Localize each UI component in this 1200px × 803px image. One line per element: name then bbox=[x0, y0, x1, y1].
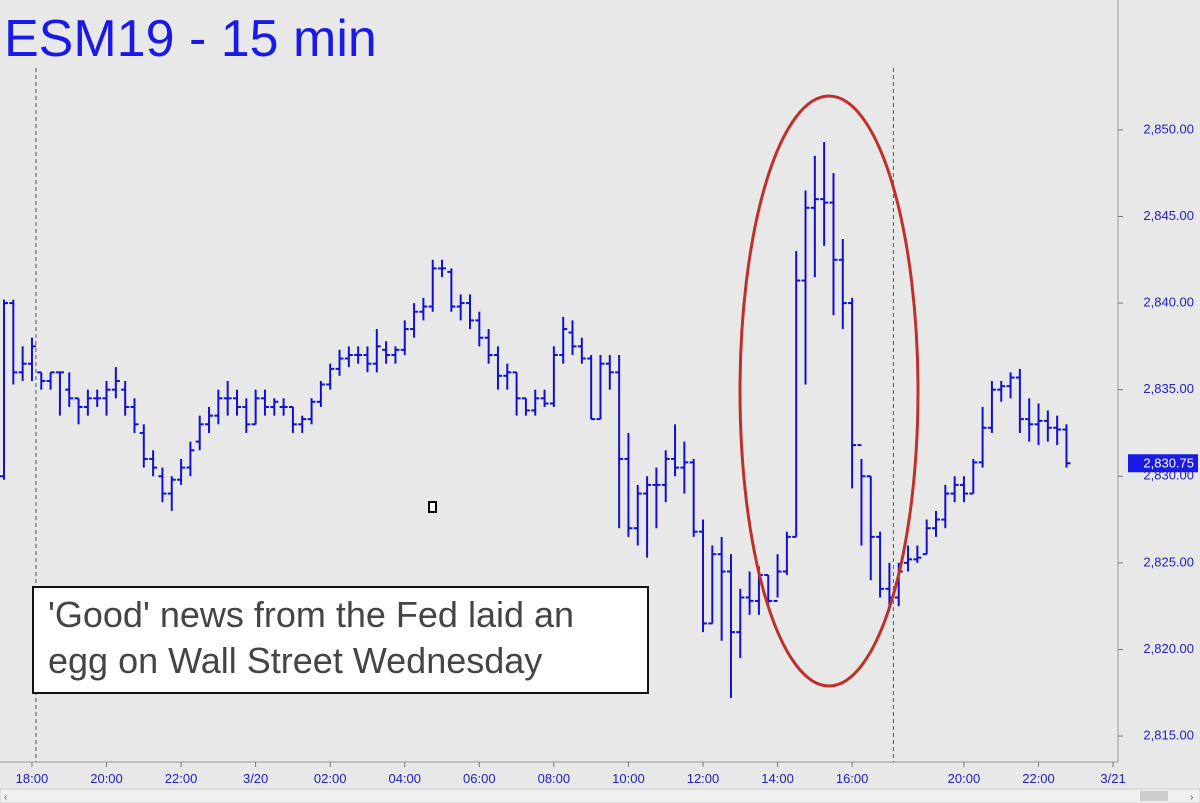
y-tick-label: 2,825.00 bbox=[1143, 554, 1194, 569]
x-tick-label: 08:00 bbox=[538, 771, 571, 786]
y-tick-label: 2,835.00 bbox=[1143, 381, 1194, 396]
y-tick-label: 2,815.00 bbox=[1143, 727, 1194, 742]
x-tick-label: 10:00 bbox=[612, 771, 645, 786]
x-tick-label: 22:00 bbox=[1022, 771, 1055, 786]
x-tick-label: 06:00 bbox=[463, 771, 496, 786]
y-tick-label: 2,840.00 bbox=[1143, 295, 1194, 310]
annotation-box bbox=[32, 586, 649, 694]
x-tick-label: 18:00 bbox=[16, 771, 49, 786]
last-price-tag bbox=[1128, 454, 1198, 473]
plot: 2,815.002,820.002,825.002,830.002,835.00… bbox=[0, 68, 1194, 786]
y-tick-label: 2,845.00 bbox=[1143, 208, 1194, 223]
marker bbox=[428, 501, 437, 513]
x-tick-label: 22:00 bbox=[165, 771, 198, 786]
x-tick-label: 04:00 bbox=[388, 771, 421, 786]
annotation-line: egg on Wall Street Wednesday bbox=[48, 640, 542, 681]
x-tick-label: 12:00 bbox=[687, 771, 720, 786]
chart-title: ESM19 - 15 min bbox=[4, 10, 377, 68]
x-tick-label: 20:00 bbox=[90, 771, 123, 786]
x-tick-label: 20:00 bbox=[948, 771, 981, 786]
y-tick-label: 2,850.00 bbox=[1143, 121, 1194, 136]
highlight-ellipse bbox=[738, 94, 920, 688]
last-price-label: 2,830.75 bbox=[1143, 456, 1194, 471]
x-tick-label: 02:00 bbox=[314, 771, 347, 786]
x-tick-label: 3/20 bbox=[243, 771, 268, 786]
scrollbar[interactable] bbox=[0, 788, 1200, 803]
x-tick-label: 16:00 bbox=[836, 771, 869, 786]
scrollbar-thumb[interactable] bbox=[1140, 791, 1168, 801]
x-tick-label: 3/21 bbox=[1100, 771, 1125, 786]
scroll-left[interactable]: ‹ bbox=[4, 792, 7, 803]
annotation-line: 'Good' news from the Fed laid an bbox=[48, 594, 574, 635]
scroll-right[interactable]: › bbox=[1190, 792, 1193, 803]
y-tick-label: 2,820.00 bbox=[1143, 641, 1194, 656]
x-tick-label: 14:00 bbox=[761, 771, 794, 786]
